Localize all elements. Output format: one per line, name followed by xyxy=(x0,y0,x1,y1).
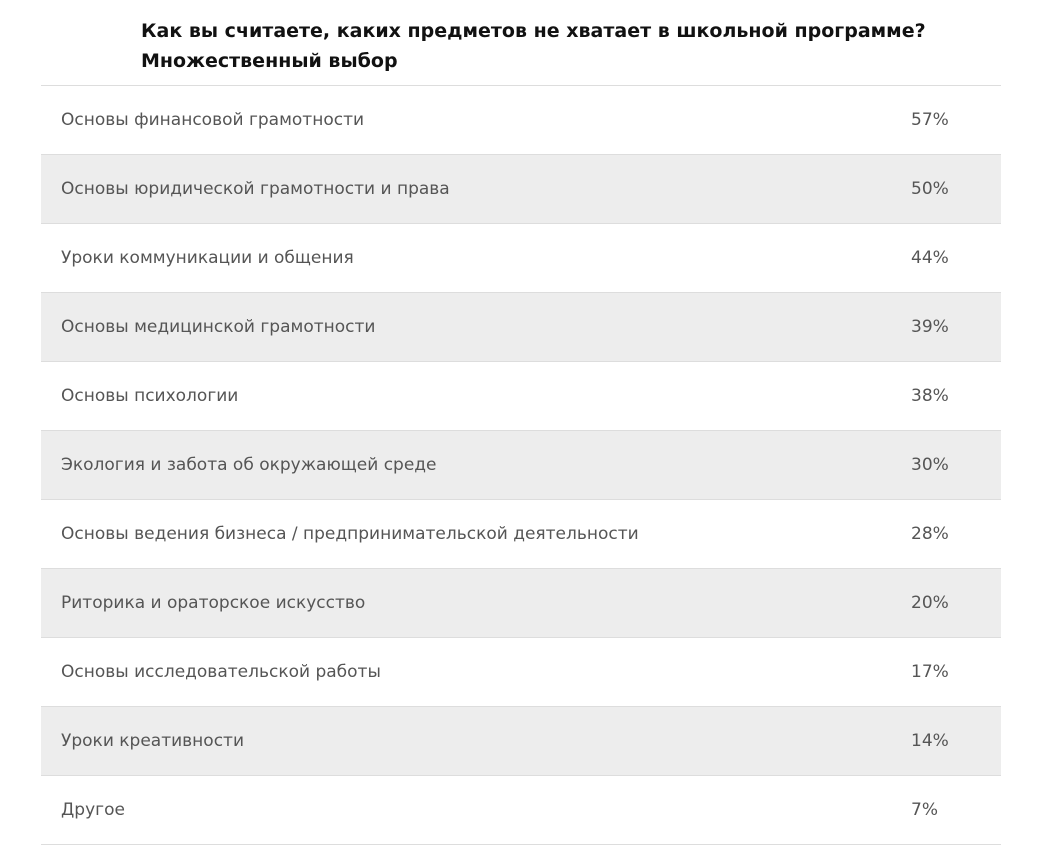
table-row: Основы ведения бизнеса / предприниматель… xyxy=(41,500,1001,569)
table-row: Риторика и ораторское искусство 20% xyxy=(41,569,1001,638)
table-row: Экология и забота об окружающей среде 30… xyxy=(41,431,1001,500)
answer-label: Другое xyxy=(61,800,125,820)
answer-label: Риторика и ораторское искусство xyxy=(61,593,366,613)
answer-percent: 50% xyxy=(911,179,949,199)
table-row: Основы финансовой грамотности 57% xyxy=(41,86,1001,155)
answer-label: Основы юридической грамотности и права xyxy=(61,179,450,199)
answer-percent: 17% xyxy=(911,662,949,682)
table-row: Основы психологии 38% xyxy=(41,362,1001,431)
table-row: Уроки коммуникации и общения 44% xyxy=(41,224,1001,293)
answer-type-note: Множественный выбор xyxy=(141,50,398,72)
answer-label: Основы медицинской грамотности xyxy=(61,317,376,337)
answer-percent: 44% xyxy=(911,248,949,268)
table-row: Основы юридической грамотности и права 5… xyxy=(41,155,1001,224)
answer-percent: 39% xyxy=(911,317,949,337)
table-row: Основы исследовательской работы 17% xyxy=(41,638,1001,707)
answer-percent: 20% xyxy=(911,593,949,613)
answer-label: Экология и забота об окружающей среде xyxy=(61,455,437,475)
answer-label: Уроки коммуникации и общения xyxy=(61,248,354,268)
table-row: Основы медицинской грамотности 39% xyxy=(41,293,1001,362)
results-table: Основы финансовой грамотности 57% Основы… xyxy=(41,85,1001,845)
answer-label: Основы исследовательской работы xyxy=(61,662,381,682)
question-text: Как вы считаете, каких предметов не хват… xyxy=(141,20,926,42)
table-row: Другое 7% xyxy=(41,776,1001,845)
answer-percent: 30% xyxy=(911,455,949,475)
answer-percent: 14% xyxy=(911,731,949,751)
survey-question-title: Как вы считаете, каких предметов не хват… xyxy=(141,16,1021,76)
answer-percent: 57% xyxy=(911,110,949,130)
answer-label: Основы ведения бизнеса / предприниматель… xyxy=(61,524,639,544)
answer-label: Основы финансовой грамотности xyxy=(61,110,365,130)
answer-percent: 28% xyxy=(911,524,949,544)
answer-percent: 38% xyxy=(911,386,949,406)
answer-percent: 7% xyxy=(911,800,938,820)
answer-label: Уроки креативности xyxy=(61,731,244,751)
table-row: Уроки креативности 14% xyxy=(41,707,1001,776)
answer-label: Основы психологии xyxy=(61,386,239,406)
